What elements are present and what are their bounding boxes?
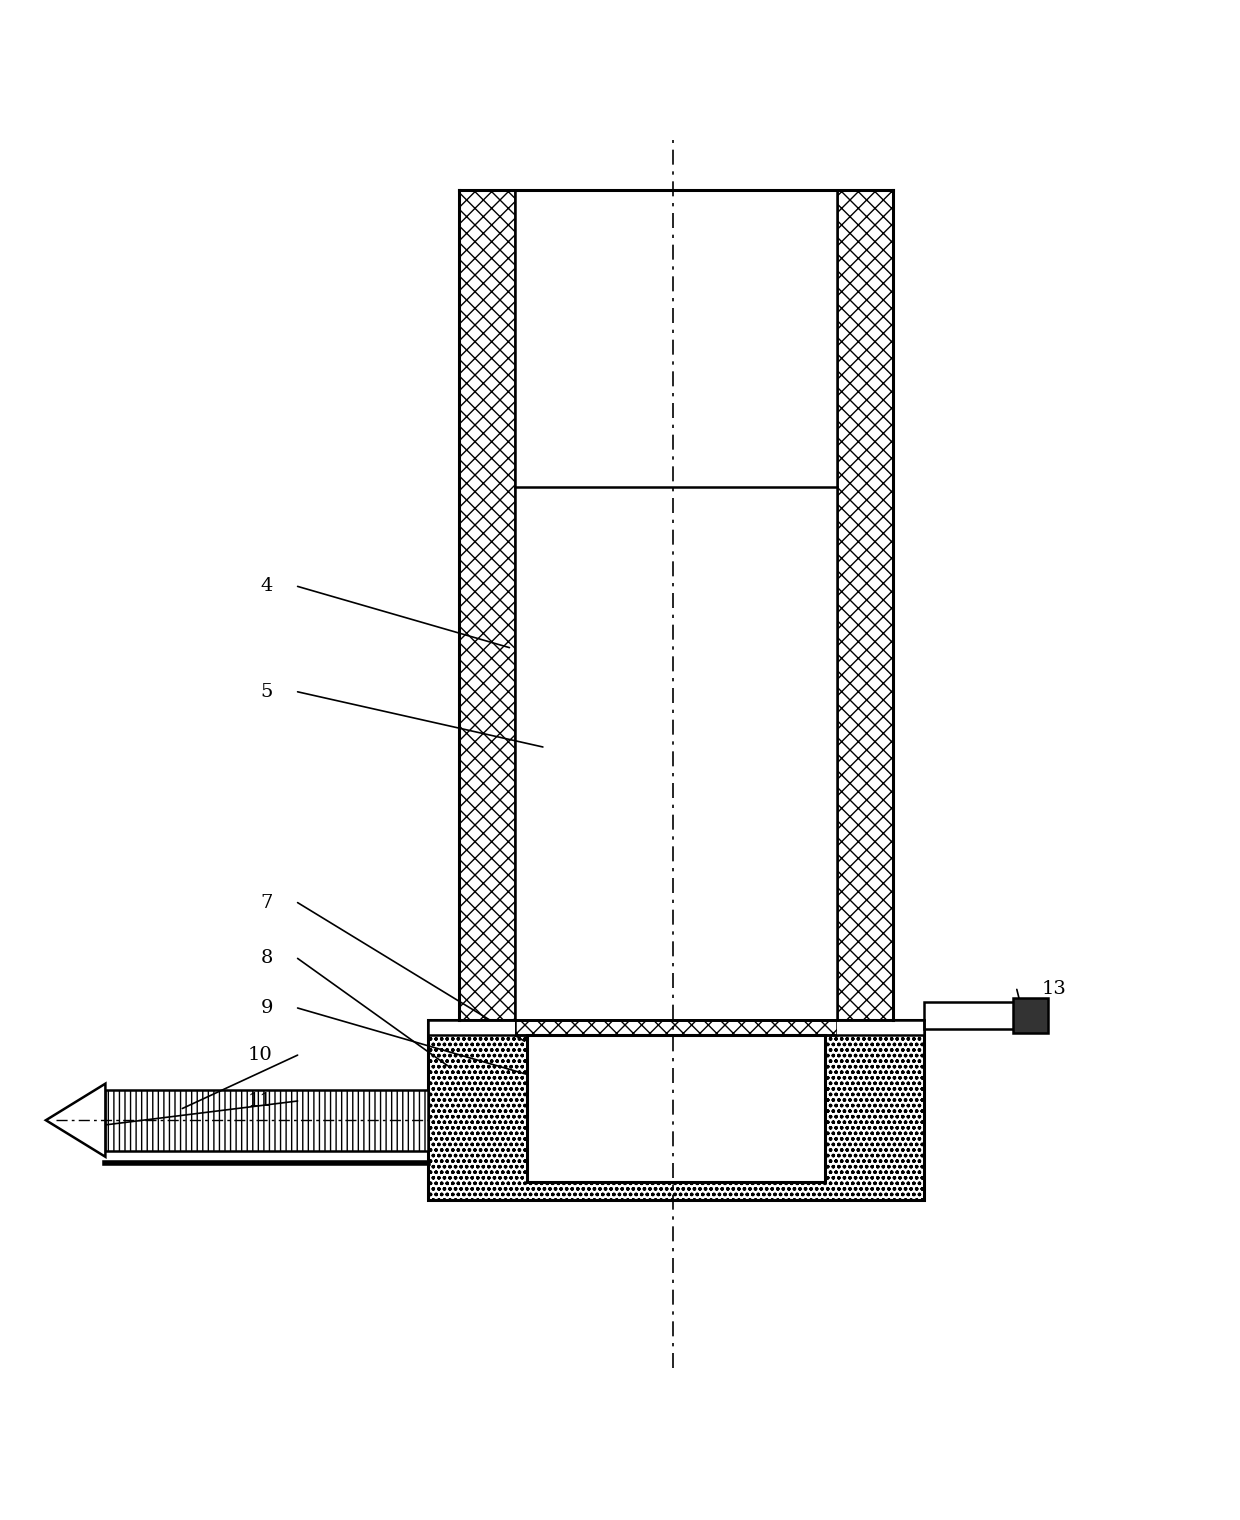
- Text: 7: 7: [260, 894, 273, 912]
- Text: 10: 10: [248, 1046, 273, 1064]
- Text: 13: 13: [1042, 980, 1066, 999]
- Text: 8: 8: [260, 950, 273, 967]
- Polygon shape: [46, 1084, 105, 1157]
- Bar: [105, 1090, 428, 1151]
- Text: 4: 4: [260, 578, 273, 596]
- Bar: [515, 488, 837, 1020]
- Bar: [837, 1020, 924, 1035]
- Text: 9: 9: [260, 999, 273, 1017]
- Bar: [428, 1020, 924, 1201]
- Bar: [459, 190, 515, 1020]
- Bar: [428, 1020, 515, 1035]
- Bar: [924, 1002, 1017, 1029]
- Text: 11: 11: [248, 1091, 273, 1110]
- Bar: [515, 1020, 837, 1035]
- Bar: [515, 190, 837, 488]
- Text: 5: 5: [260, 682, 273, 701]
- Bar: [1013, 999, 1048, 1032]
- Bar: [527, 1035, 825, 1181]
- Bar: [837, 190, 893, 1020]
